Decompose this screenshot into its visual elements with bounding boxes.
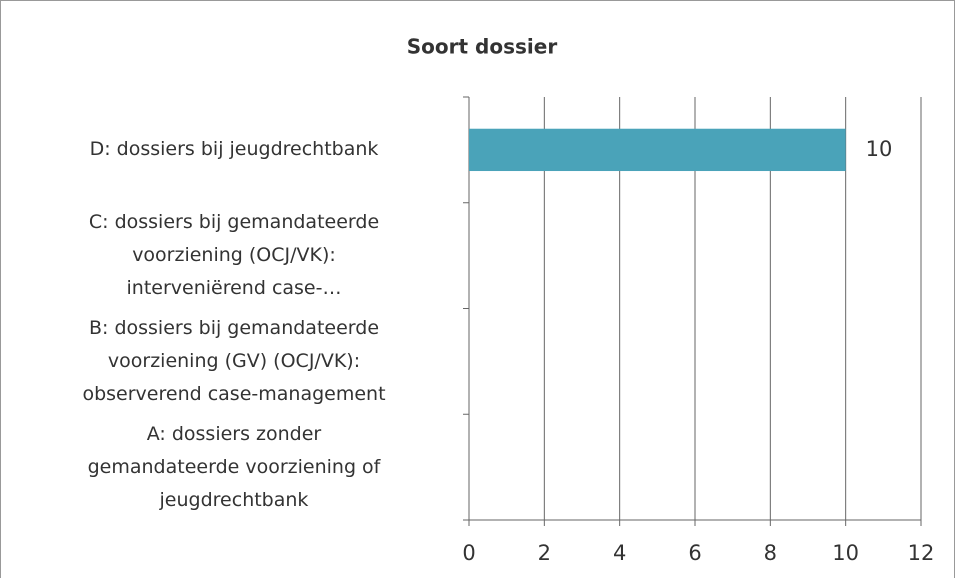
y-tick-label: D: dossiers bij jeugdrechtbank xyxy=(89,138,379,161)
y-tick-label: A: dossiers zonder gemandateerde voorzie… xyxy=(87,422,381,511)
y-tick-label: B: dossiers bij gemandateerde voorzienin… xyxy=(82,316,386,405)
x-tick-label: 6 xyxy=(688,541,701,565)
x-tick-label: 2 xyxy=(538,541,551,565)
x-tick-label: 0 xyxy=(462,541,475,565)
bar xyxy=(469,128,846,172)
x-tick-label: 8 xyxy=(764,541,777,565)
data-label: 10 xyxy=(866,137,893,161)
x-tick-label: 12 xyxy=(908,541,935,565)
y-tick-label: C: dossiers bij gemandateerde voorzienin… xyxy=(88,211,380,300)
x-tick-label: 10 xyxy=(832,541,859,565)
x-tick-label: 4 xyxy=(613,541,626,565)
chart-title: Soort dossier xyxy=(407,35,558,59)
